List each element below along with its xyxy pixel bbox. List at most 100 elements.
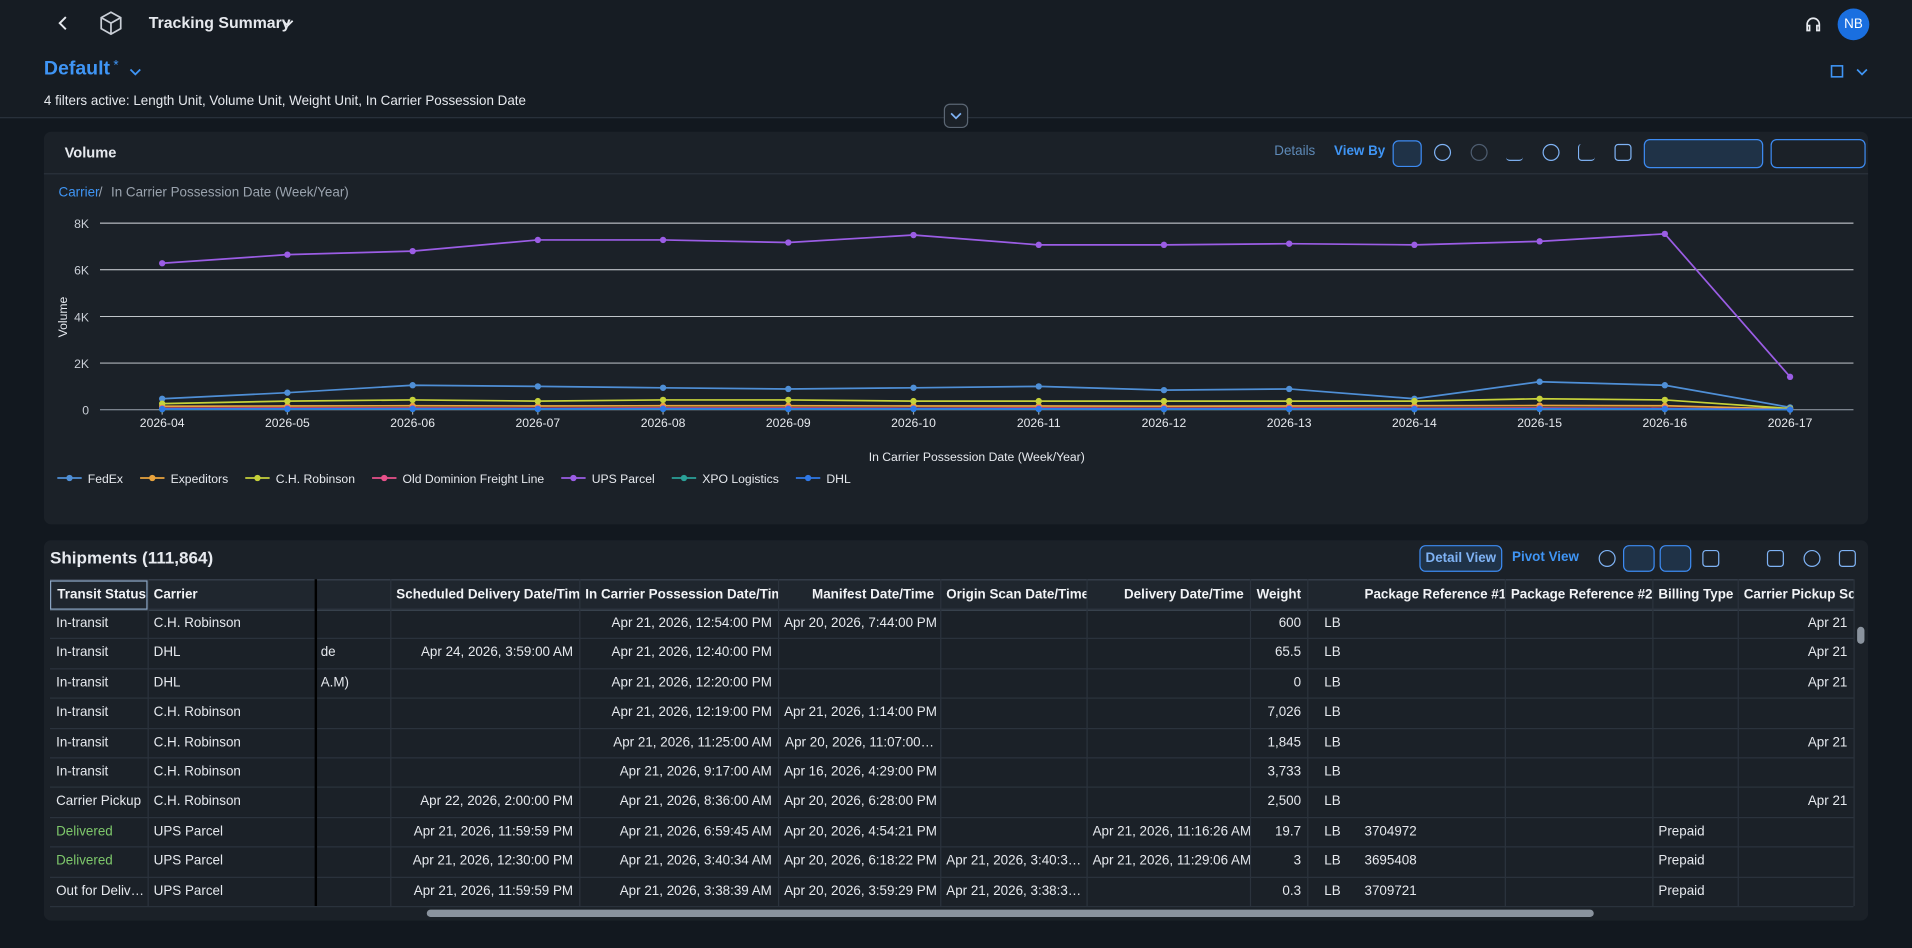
horizontal-scrollbar[interactable] <box>50 908 1855 918</box>
legend-item[interactable]: Old Dominion Freight Line <box>372 472 544 486</box>
table-cell: Delivered <box>56 853 113 869</box>
data-point <box>409 396 416 404</box>
data-point <box>785 396 792 404</box>
column-header[interactable]: Carrier <box>153 587 198 602</box>
data-point <box>1035 241 1042 249</box>
x-tick-label: 2026-13 <box>1267 416 1312 430</box>
chart-title: Volume <box>64 143 117 161</box>
legend-item[interactable]: UPS Parcel <box>561 472 655 486</box>
zoom-in[interactable] <box>1434 143 1452 161</box>
column-header[interactable]: Scheduled Delivery Date/Time <box>396 587 580 602</box>
table-cell: Apr 21, 2026, 12:30:00 PM <box>412 853 574 869</box>
column-header[interactable]: In Carrier Possession Date/Time <box>585 587 778 602</box>
table-fullscreen[interactable] <box>1838 549 1856 568</box>
x-tick-label: 2026-06 <box>390 416 435 430</box>
data-point <box>910 231 917 239</box>
table-cell: Apr 21, 2026, 12:40:00 PM <box>611 645 772 661</box>
freeze-button[interactable] <box>1659 545 1692 572</box>
display-mode-group[interactable] <box>1770 139 1866 169</box>
user-avatar[interactable]: NB <box>1837 8 1870 41</box>
table-cell: LB <box>1324 883 1341 899</box>
export-button[interactable] <box>1702 549 1720 568</box>
table-cell: C.H. Robinson <box>153 615 241 631</box>
chart-options[interactable] <box>1577 143 1595 161</box>
variant-dropdown[interactable] <box>128 65 143 80</box>
table-cell: Apr 21, 2026, 3:40:34 AM <box>619 853 772 869</box>
zoom-out[interactable] <box>1470 143 1488 161</box>
column-header[interactable]: Origin Scan Date/Time <box>946 587 1087 602</box>
table-cell: 19.7 <box>1274 824 1302 839</box>
column-header[interactable]: Billing Type <box>1658 587 1734 602</box>
vertical-scrollbar[interactable] <box>1856 610 1866 905</box>
pivot-view-button[interactable]: Pivot View <box>1512 549 1579 565</box>
breadcrumb-link[interactable]: Carrier <box>58 185 100 200</box>
data-point <box>534 383 542 390</box>
show-button[interactable] <box>1598 549 1616 568</box>
data-point <box>1160 241 1168 249</box>
variant-modified: * <box>113 58 119 74</box>
table-cell: Apr 22, 2026, 2:00:00 PM <box>420 794 574 809</box>
settings[interactable] <box>1542 143 1560 161</box>
filter-summary: 4 filters active: Length Unit, Volume Un… <box>43 93 527 109</box>
share-button[interactable] <box>1829 63 1870 80</box>
chart-type-group[interactable] <box>1643 139 1764 169</box>
table-cell: LB <box>1324 824 1341 839</box>
table-cell: In-transit <box>56 764 109 780</box>
table-cell: Apr 24, 2026, 3:59:00 AM <box>420 645 574 661</box>
download[interactable] <box>1505 144 1524 161</box>
legend-label: XPO Logistics <box>702 472 779 486</box>
app-title[interactable]: Tracking Summary <box>148 13 291 32</box>
data-point <box>1286 405 1293 413</box>
data-point <box>1160 405 1168 413</box>
view-by-button[interactable]: View By <box>1334 143 1386 159</box>
table-cell: 3 <box>1293 853 1302 869</box>
data-point <box>409 247 416 255</box>
hide-button[interactable] <box>1623 545 1655 572</box>
legend-toggle[interactable] <box>1392 140 1422 168</box>
table-cell: 0 <box>1293 675 1302 690</box>
support-icon[interactable] <box>1802 13 1824 35</box>
collapse-header-button[interactable] <box>943 103 969 129</box>
series-line <box>162 232 1791 378</box>
data-point <box>785 405 792 413</box>
x-tick-label: 2026-16 <box>1642 416 1687 430</box>
back-button[interactable] <box>54 13 74 33</box>
table-cell: 3695408 <box>1364 853 1417 869</box>
column-header[interactable]: Carrier Pickup Sca <box>1743 587 1854 602</box>
fullscreen[interactable] <box>1614 143 1632 161</box>
table-cell: DHL <box>153 645 181 661</box>
table-cell: Apr 21 <box>1807 615 1848 631</box>
legend-item[interactable]: XPO Logistics <box>671 472 779 486</box>
frozen-column-divider <box>314 579 318 907</box>
row-divider <box>49 876 1854 878</box>
x-tick-label: 2026-04 <box>140 416 185 430</box>
table-cell: C.H. Robinson <box>153 764 241 780</box>
data-point <box>1536 395 1543 402</box>
table-cell: Apr 21, 2026, 11:25:00 AM <box>613 734 772 750</box>
column-header[interactable]: Manifest Date/Time <box>812 587 935 602</box>
column-header[interactable]: Package Reference #2 <box>1510 587 1653 602</box>
legend-item[interactable]: DHL <box>795 472 851 486</box>
column-divider <box>147 579 149 907</box>
data-point <box>534 236 542 244</box>
column-header[interactable]: Package Reference #1 <box>1364 587 1505 602</box>
table-cell: 3,733 <box>1267 764 1302 780</box>
series-line <box>162 380 1791 409</box>
legend-item[interactable]: C.H. Robinson <box>245 472 355 486</box>
table-cell: In-transit <box>56 734 109 750</box>
legend-item[interactable]: Expeditors <box>140 472 228 486</box>
copy-button[interactable] <box>1766 549 1784 568</box>
title-dropdown[interactable] <box>280 16 295 31</box>
legend-item[interactable]: FedEx <box>57 472 123 486</box>
column-header[interactable]: Transit Status <box>49 579 148 610</box>
header-row <box>49 579 1854 611</box>
variant-name[interactable]: Default <box>43 58 111 80</box>
data-point <box>1536 378 1543 385</box>
data-point <box>1661 382 1669 389</box>
table-settings[interactable] <box>1803 549 1821 568</box>
details-button[interactable]: Details <box>1274 143 1316 159</box>
row-divider <box>49 638 1854 640</box>
detail-view-button[interactable]: Detail View <box>1419 545 1503 572</box>
column-header[interactable]: Weight <box>1256 587 1302 602</box>
column-header[interactable]: Delivery Date/Time <box>1123 587 1244 602</box>
